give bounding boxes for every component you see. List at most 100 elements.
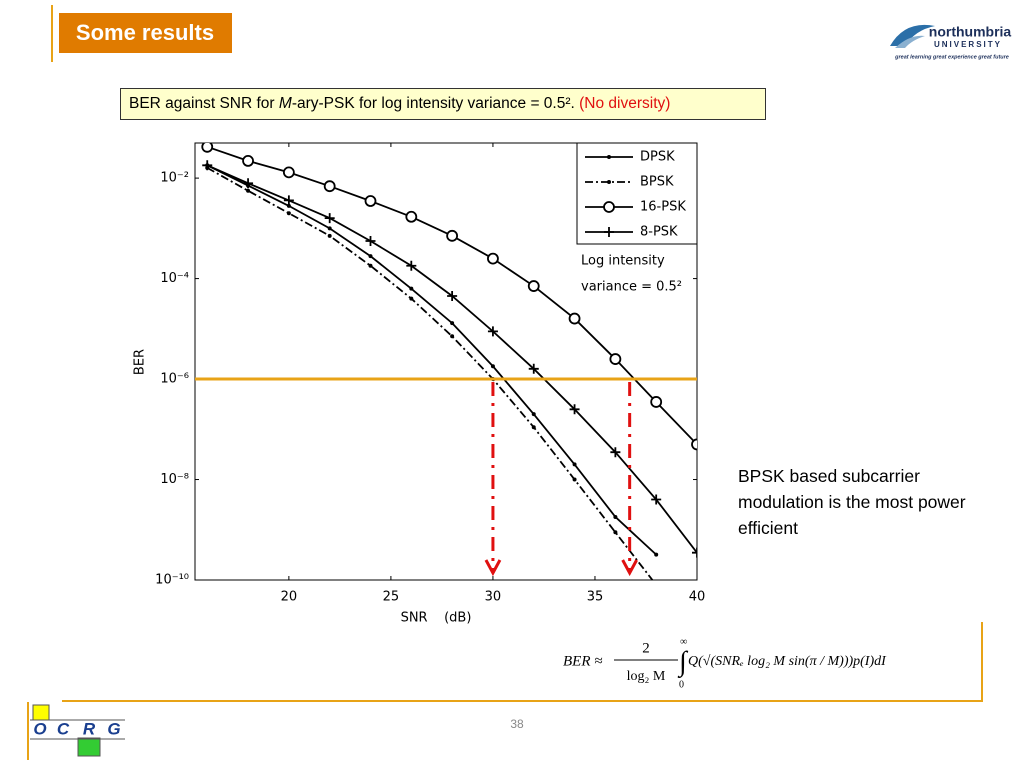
caption-italic: M <box>278 95 292 112</box>
point <box>450 321 455 326</box>
legend-marker <box>604 227 614 237</box>
logo-square <box>32 704 50 721</box>
logo-letter: G <box>107 719 120 738</box>
point <box>450 334 455 339</box>
point <box>654 583 658 587</box>
formula-integrand: Q(√(SNRₑ log₂ M sin(π / M)))p(I)dI <box>688 654 887 669</box>
point <box>527 280 540 292</box>
point <box>364 195 377 207</box>
point <box>286 211 291 216</box>
point <box>286 203 291 208</box>
logo-square <box>77 737 101 757</box>
point <box>650 396 663 408</box>
point <box>613 530 618 535</box>
legend-marker <box>607 180 611 184</box>
formula-lhs: BER ≈ <box>563 653 602 669</box>
legend-label: DPSK <box>640 150 675 165</box>
series-line <box>206 164 657 556</box>
point <box>201 143 214 153</box>
logo-swoosh <box>890 24 935 46</box>
logo-letter: O <box>33 719 46 738</box>
formula-upper: ∞ <box>680 636 687 647</box>
y-tick-label: 10⁻⁸ <box>160 472 189 487</box>
legend-marker <box>603 201 615 213</box>
caption-box: BER against SNR for M-ary-PSK for log in… <box>120 88 766 120</box>
arrow-head <box>484 559 502 577</box>
logo-letter: C <box>57 719 70 738</box>
point <box>282 166 295 179</box>
point <box>691 438 697 451</box>
point <box>613 514 618 519</box>
logo-name: northumbria <box>929 24 1012 40</box>
chart: 20 25 30 35 40 10⁻² 10⁻⁴ 10⁻⁶ 10⁻⁸ 10⁻¹⁰ SNR (dB) B… <box>133 142 706 626</box>
integral-sign: ∫ <box>677 646 689 678</box>
series-line <box>206 167 654 580</box>
logo-tagline: great learning great experience great fu… <box>894 54 1009 60</box>
point <box>365 235 376 246</box>
legend-label: 8-PSK <box>640 225 678 240</box>
formula-den: log₂ M <box>627 669 666 684</box>
point <box>528 363 539 374</box>
side-text: BPSK based subcarrier modulation is the … <box>738 466 966 538</box>
point <box>327 226 332 231</box>
point <box>490 364 495 369</box>
y-tick-label: 10⁻² <box>160 171 189 186</box>
point <box>572 477 577 482</box>
point <box>202 160 213 171</box>
legend-box <box>576 142 698 245</box>
point <box>609 353 622 365</box>
point <box>283 195 294 206</box>
logo-swoosh <box>895 35 925 48</box>
caption-text: -ary-PSK for log intensity variance = 0.… <box>291 95 575 112</box>
point <box>324 213 335 224</box>
legend-label: BPSK <box>640 175 674 190</box>
formula-num: 2 <box>642 640 650 656</box>
point <box>242 155 254 167</box>
y-axis-label: BER <box>133 349 148 375</box>
point <box>327 233 332 238</box>
page-number: 38 <box>510 717 524 731</box>
x-tick-label: 40 <box>689 590 706 605</box>
point <box>487 326 498 337</box>
point <box>246 188 251 193</box>
title-box <box>57 11 234 55</box>
point <box>409 286 414 291</box>
plot-clip <box>201 143 697 587</box>
y-tick-label: 10⁻⁴ <box>160 271 189 286</box>
point <box>569 404 580 415</box>
annotation: variance = 0.5² <box>581 280 682 295</box>
point <box>568 312 581 325</box>
point <box>368 254 373 259</box>
point <box>692 547 697 558</box>
point <box>323 180 336 193</box>
point <box>447 291 458 302</box>
point <box>654 552 659 557</box>
point <box>651 494 662 505</box>
y-tick-label: 10⁻⁶ <box>160 372 189 387</box>
caption-note: (No diversity) <box>574 95 671 112</box>
point <box>446 229 459 242</box>
arrow-head <box>621 559 638 577</box>
point <box>531 425 536 430</box>
legend-label: 16-PSK <box>640 200 686 215</box>
formula-lower: 0 <box>679 679 684 690</box>
legend-marker <box>607 155 611 159</box>
point <box>487 252 499 265</box>
point <box>368 263 373 268</box>
x-tick-label: 35 <box>587 590 604 605</box>
logo-sub: UNIVERSITY <box>934 40 1002 49</box>
point <box>531 412 536 417</box>
x-tick-label: 20 <box>281 590 298 605</box>
point <box>243 178 254 189</box>
x-axis-label: SNR (dB) <box>401 611 472 626</box>
logo-letter: R <box>83 719 96 738</box>
x-tick-label: 25 <box>383 590 400 605</box>
point <box>405 210 418 223</box>
point <box>610 447 621 458</box>
slide-title: Some results <box>76 20 214 45</box>
annotation: Log intensity <box>581 254 665 269</box>
point <box>572 462 577 467</box>
